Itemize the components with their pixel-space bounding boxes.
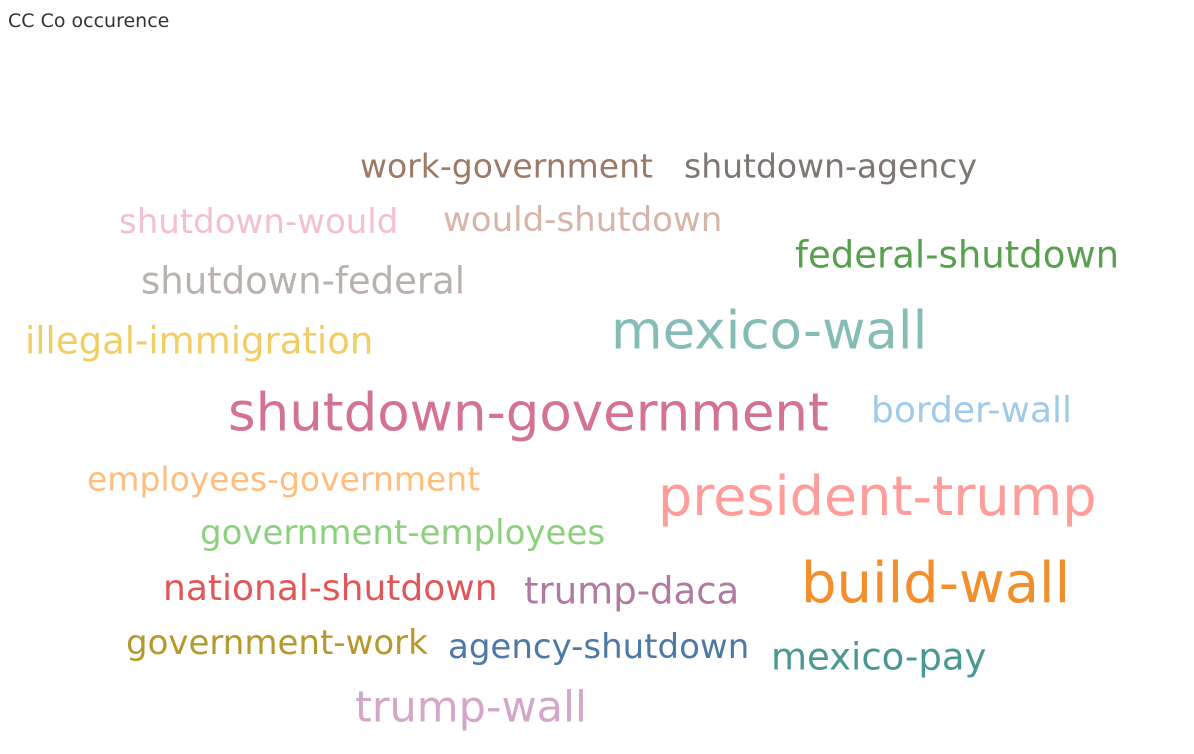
word-employees-government: employees-government [87,459,481,499]
word-would-shutdown: would-shutdown [443,200,723,240]
word-shutdown-federal: shutdown-federal [141,259,466,303]
word-national-shutdown: national-shutdown [163,568,498,609]
word-build-wall: build-wall [801,551,1071,616]
word-mexico-pay: mexico-pay [771,635,987,679]
word-shutdown-would: shutdown-would [119,202,399,242]
word-president-trump: president-trump [658,465,1097,528]
word-government-employees: government-employees [200,513,606,553]
word-trump-wall: trump-wall [355,682,587,733]
word-agency-shutdown: agency-shutdown [448,627,750,667]
word-mexico-wall: mexico-wall [611,300,928,362]
chart-title: CC Co occurence [8,10,170,32]
word-shutdown-agency: shutdown-agency [684,146,977,186]
word-border-wall: border-wall [871,390,1073,431]
word-trump-daca: trump-daca [524,569,740,613]
word-illegal-immigration: illegal-immigration [25,319,374,363]
word-work-government: work-government [360,146,653,186]
word-federal-shutdown: federal-shutdown [795,233,1120,277]
word-shutdown-government: shutdown-government [228,382,829,444]
word-government-work: government-work [126,623,428,663]
